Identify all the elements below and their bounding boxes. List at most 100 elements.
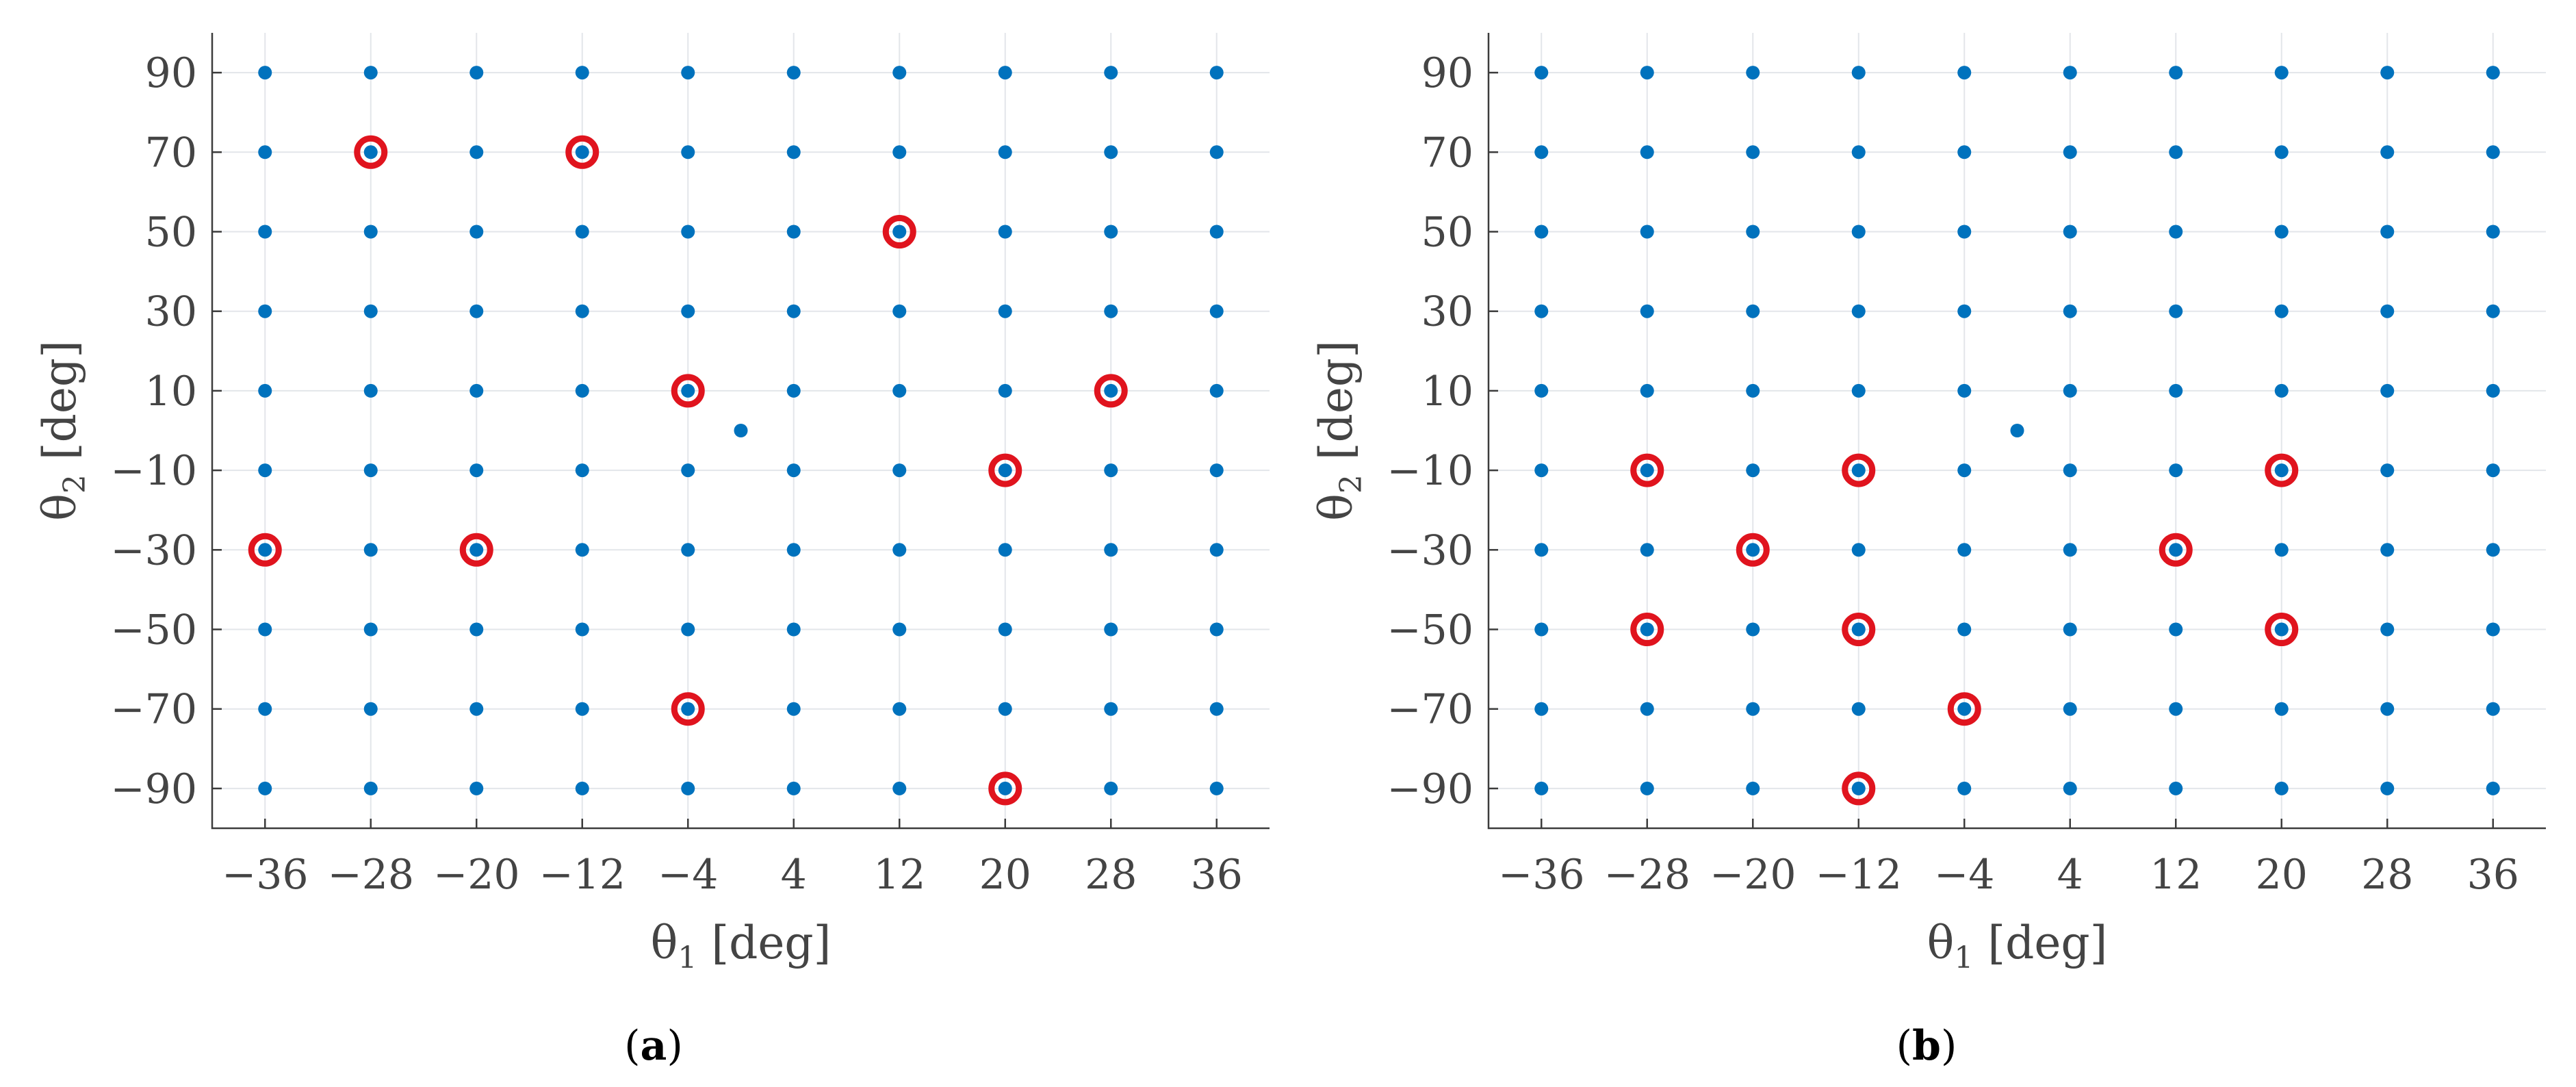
- y-tick-label: −50: [1387, 606, 1473, 654]
- grid-point: [1640, 304, 1654, 318]
- grid-point: [2486, 543, 2500, 557]
- y-tick-label: −10: [110, 447, 197, 495]
- highlight-marker: [988, 453, 1022, 487]
- grid-point: [998, 383, 1012, 398]
- grid-point: [469, 543, 484, 557]
- grid-point: [1104, 543, 1118, 557]
- grid-point: [1746, 702, 1760, 716]
- grid-point: [1957, 781, 1972, 795]
- gridlines: [212, 33, 1270, 828]
- grid-point: [258, 383, 272, 398]
- grid-point: [1746, 304, 1760, 318]
- grid-point: [1640, 66, 1654, 80]
- grid-point: [2380, 225, 2395, 239]
- grid-point: [681, 66, 695, 80]
- grid-point: [2274, 145, 2289, 159]
- grid-point: [681, 781, 695, 795]
- grid-point: [258, 702, 272, 716]
- grid-point: [575, 622, 589, 637]
- grid-point: [681, 304, 695, 318]
- gridlines: [1489, 33, 2546, 828]
- grid-point: [1209, 543, 1224, 557]
- x-tick-label: 36: [1191, 851, 1243, 899]
- grid-point: [786, 383, 801, 398]
- grid-point: [575, 543, 589, 557]
- grid-point: [2169, 702, 2183, 716]
- grid-point: [363, 781, 378, 795]
- grid-point: [998, 66, 1012, 80]
- grid-point: [1104, 66, 1118, 80]
- grid-point: [1640, 781, 1654, 795]
- grid-point: [363, 66, 378, 80]
- grid-point: [998, 304, 1012, 318]
- grid-point: [1957, 383, 1972, 398]
- grid-point: [258, 463, 272, 478]
- grid-point: [2063, 225, 2077, 239]
- grid-point: [2063, 543, 2077, 557]
- x-tick-label: −4: [658, 851, 718, 899]
- grid-point: [363, 463, 378, 478]
- grid-point: [1104, 225, 1118, 239]
- grid-point: [2274, 622, 2289, 637]
- highlight-marker: [1842, 613, 1876, 646]
- y-tick-label: 30: [145, 288, 197, 336]
- y-axis-label: θ2 [deg]: [34, 340, 92, 521]
- grid-point: [469, 225, 484, 239]
- grid-point: [363, 543, 378, 557]
- grid-point: [1209, 145, 1224, 159]
- highlight-marker: [882, 215, 916, 248]
- panel-caption: (b): [1896, 1022, 1957, 1070]
- highlight-marker: [248, 533, 282, 567]
- grid-point: [2486, 702, 2500, 716]
- grid-point: [1104, 781, 1118, 795]
- grid-point: [892, 702, 907, 716]
- grid-point: [1957, 463, 1972, 478]
- grid-point: [469, 781, 484, 795]
- grid-point: [1104, 145, 1118, 159]
- grid-point: [1957, 225, 1972, 239]
- grid-point: [2169, 543, 2183, 557]
- grid-point: [786, 702, 801, 716]
- grid-point: [2486, 66, 2500, 80]
- grid-point: [1534, 225, 1549, 239]
- grid-point: [2063, 622, 2077, 637]
- grid-point: [998, 702, 1012, 716]
- y-tick-label: 90: [145, 49, 197, 97]
- grid-point: [1957, 66, 1972, 80]
- y-tick-label: −90: [110, 765, 197, 813]
- highlight-marker: [1630, 613, 1664, 646]
- grid-point: [1534, 304, 1549, 318]
- panel-b: −36 −28 −20 −12 −4 4 12 20 28 36 −90 −70 −50 −30 −10 10…: [1310, 33, 2546, 1070]
- panel-a: −36 −28 −20 −12 −4 4 12 20 28 36 −90 −70 −50 −30 −10 10…: [34, 33, 1270, 1070]
- grid-point: [2486, 463, 2500, 478]
- x-tick-label: −4: [1934, 851, 1994, 899]
- grid-point: [1851, 225, 1866, 239]
- grid-point: [575, 383, 589, 398]
- grid-point: [892, 622, 907, 637]
- x-tick-label: 28: [1085, 851, 1137, 899]
- grid-point: [1746, 383, 1760, 398]
- grid-point: [786, 543, 801, 557]
- grid-point: [363, 702, 378, 716]
- grid-point: [2380, 463, 2395, 478]
- grid-point: [575, 702, 589, 716]
- extra-point: [2010, 424, 2024, 437]
- grid-point: [998, 463, 1012, 478]
- y-tick-label: 30: [1421, 288, 1473, 336]
- grid-point: [2380, 383, 2395, 398]
- x-tick-label: 12: [2150, 851, 2202, 899]
- y-tick-label: −30: [1387, 526, 1473, 574]
- grid-point: [786, 781, 801, 795]
- grid-point: [363, 145, 378, 159]
- grid-point: [2274, 702, 2289, 716]
- grid-point: [469, 622, 484, 637]
- grid-point: [1851, 702, 1866, 716]
- grid-point: [258, 145, 272, 159]
- grid-point: [681, 543, 695, 557]
- grid-point: [575, 145, 589, 159]
- grid-point: [258, 304, 272, 318]
- grid-point: [469, 304, 484, 318]
- highlight-marker: [2265, 453, 2299, 487]
- grid-point: [2380, 781, 2395, 795]
- extra-point: [734, 424, 748, 437]
